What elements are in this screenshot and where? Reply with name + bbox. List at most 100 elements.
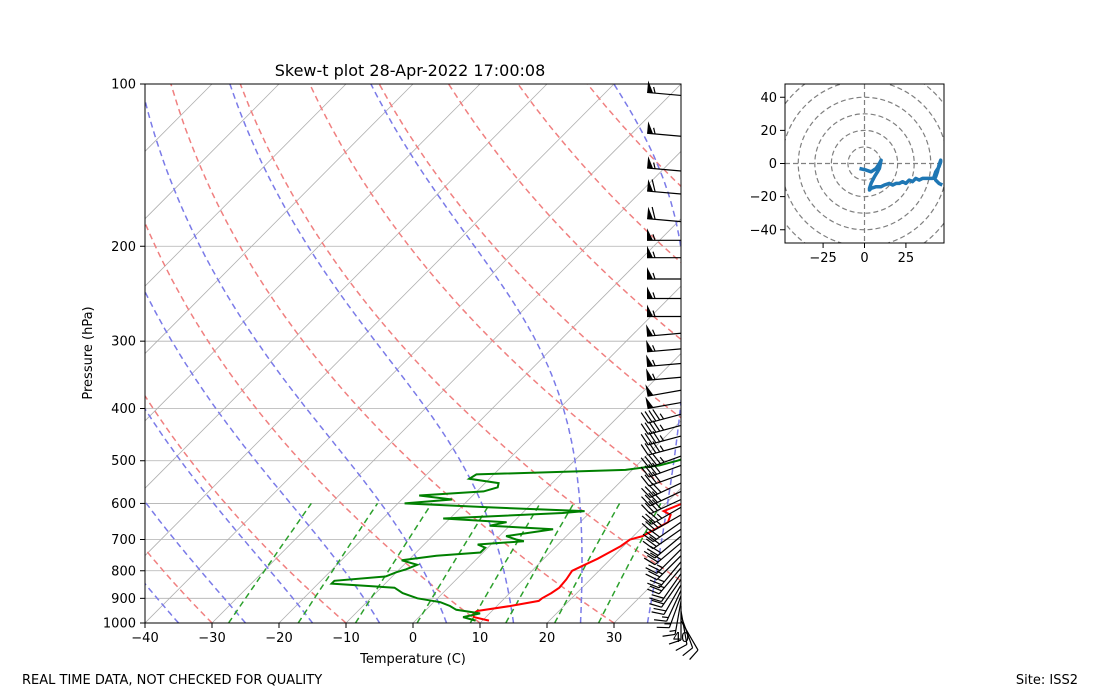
hodo-y-tick-label: 0	[769, 157, 777, 172]
x-tick-label: 20	[539, 631, 556, 646]
isotherm-line	[145, 84, 213, 152]
hodograph-line	[859, 158, 944, 192]
wind-barb	[649, 579, 682, 608]
y-tick-label: 800	[111, 564, 136, 579]
wind-barb	[643, 535, 682, 559]
dry-adiabat-line	[447, 84, 681, 341]
isotherm-line	[0, 84, 11, 623]
wind-barb	[645, 384, 682, 397]
isotherm-line	[412, 352, 681, 623]
dry-adiabat-line	[145, 547, 213, 623]
x-tick-label: 0	[409, 631, 417, 646]
isotherm-line	[145, 84, 347, 287]
isotherm-line	[145, 84, 414, 355]
hodograph-axis-ticks: −25 0 25 −40 −20 0 20 40	[750, 91, 915, 266]
wind-barb	[662, 600, 682, 637]
isotherm-line	[145, 84, 481, 422]
wind-barb	[640, 441, 682, 456]
mixing-ratio-line	[227, 502, 312, 623]
wind-barb	[640, 430, 682, 446]
x-tick-label: −20	[265, 631, 292, 646]
hodo-y-tick-label: 40	[760, 91, 777, 106]
wind-barb	[641, 514, 682, 533]
hodo-y-tick-label: −40	[750, 223, 777, 238]
wind-barb	[647, 121, 682, 137]
dry-adiabat-line	[309, 84, 681, 499]
dry-adiabat-line	[145, 394, 347, 623]
wind-barb	[645, 555, 682, 581]
hodo-x-tick-label: 25	[898, 251, 915, 266]
wind-barb	[647, 561, 682, 589]
hodo-y-tick-label: −20	[750, 190, 777, 205]
dry-adiabat-line	[378, 84, 681, 419]
dry-adiabat-line	[586, 84, 681, 188]
y-tick-label: 900	[111, 592, 136, 607]
wind-barb	[656, 595, 682, 629]
wind-barb	[680, 620, 699, 660]
quality-disclaimer: REAL TIME DATA, NOT CHECKED FOR QUALITY	[22, 673, 323, 688]
wind-barbs	[640, 80, 699, 660]
x-tick-label: −40	[131, 631, 158, 646]
isotherm-line	[0, 84, 78, 623]
hodo-x-tick-label: −25	[809, 251, 836, 266]
wind-barb	[647, 245, 681, 259]
y-tick-label: 300	[111, 335, 136, 350]
wind-barb	[645, 548, 682, 574]
x-axis-label: Temperature (C)	[359, 652, 466, 667]
isotherm-line	[613, 555, 681, 623]
skew-t-axis-ticks: −40 −30 −20 −10 0 10 20 30 401002003004005006007…	[103, 78, 689, 647]
wind-barb	[647, 228, 681, 241]
mixing-ratio-line	[416, 503, 491, 623]
wind-barb	[645, 396, 682, 410]
wind-barb	[640, 471, 682, 487]
x-tick-label: −30	[198, 631, 225, 646]
y-axis-label: Pressure (hPa)	[81, 306, 96, 399]
dry-adiabat-line	[239, 84, 681, 582]
isotherm-line	[145, 84, 681, 623]
isotherm-line	[278, 218, 681, 623]
site-label: Site: ISS2	[1015, 673, 1078, 688]
wind-barb	[640, 409, 682, 424]
moist-adiabat-line	[145, 582, 180, 623]
x-tick-label: −10	[332, 631, 359, 646]
isotherm-line	[546, 487, 681, 623]
isotherm-line	[680, 622, 681, 623]
wind-barb	[641, 506, 682, 525]
wind-barb	[675, 610, 688, 652]
wind-barb	[647, 567, 682, 595]
wind-barb	[653, 590, 682, 622]
wind-barb	[641, 482, 682, 498]
wind-barb	[646, 368, 682, 381]
wind-barb	[651, 584, 682, 615]
isotherm-line	[479, 420, 681, 623]
y-tick-label: 100	[111, 78, 136, 93]
hodo-y-tick-label: 20	[760, 124, 777, 139]
y-tick-label: 200	[111, 240, 136, 255]
mixing-ratio-line	[469, 503, 541, 623]
wind-barb	[647, 156, 682, 172]
y-tick-label: 1000	[103, 617, 136, 632]
isotherm-line	[145, 84, 615, 557]
wind-barb	[642, 521, 682, 543]
y-tick-label: 700	[111, 533, 136, 548]
wind-barb	[647, 286, 681, 300]
x-tick-label: 30	[606, 631, 623, 646]
x-tick-label: 10	[472, 631, 489, 646]
hodograph-frame	[784, 83, 945, 244]
dewpoint-trace	[329, 458, 681, 622]
moist-adiabat-line	[145, 500, 247, 623]
hodograph-rings	[785, 84, 944, 243]
wind-barb	[647, 304, 681, 318]
dry-adiabat-line	[517, 84, 681, 264]
moist-adiabat-line	[145, 97, 448, 623]
y-tick-label: 400	[111, 402, 136, 417]
temperature-trace	[472, 503, 681, 622]
hodograph-trace	[859, 158, 944, 192]
moist-adiabat-line	[145, 407, 314, 623]
moist-adiabat-line	[613, 84, 681, 623]
chart-title: Skew-t plot 28-Apr-2022 17:00:08	[275, 61, 546, 80]
isotherm-line	[145, 84, 280, 220]
wind-barb	[649, 573, 682, 603]
wind-barb	[647, 80, 682, 97]
